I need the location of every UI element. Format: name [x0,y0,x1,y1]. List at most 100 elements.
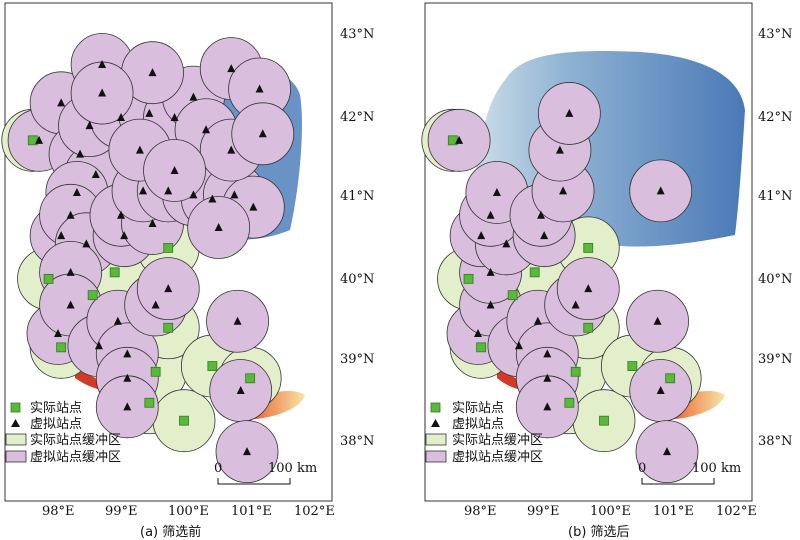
virtual-station-marker [66,267,75,276]
legend-actual-swatch [430,402,441,413]
virtual-station-marker [227,145,236,154]
lat-label: 42°N [340,110,374,125]
panel-b-longitude-labels: 98°E 99°E 100°E 101°E 102°E [464,504,757,519]
virtual-station-marker [98,88,107,97]
panel-a-longitude-labels: 98°E 99°E 100°E 101°E 102°E [42,504,335,519]
lat-label: 39°N [340,352,374,367]
virtual-station-layer [35,60,267,456]
actual-station-layer [27,135,256,426]
legend-virtual-label: 虚拟站点 [452,417,504,432]
legend-actual-buffer-swatch [425,433,447,446]
virtual-station-marker [164,284,173,293]
actual-station-marker [570,366,581,377]
virtual-station-marker [76,149,85,158]
actual-station-marker [627,361,638,371]
virtual-station-marker [243,447,251,456]
lat-label: 38°N [340,434,374,449]
lon-label: 98°E [464,504,497,519]
virtual-station-marker [189,92,198,101]
virtual-station-marker [170,165,179,174]
virtual-station-marker [502,239,511,248]
actual-station-marker [163,322,174,333]
lat-label: 42°N [758,110,792,125]
lat-label: 38°N [758,434,792,449]
virtual-station-marker [656,386,665,395]
virtual-station-marker [57,231,66,240]
scale-bar: 0 100 km [638,461,741,485]
virtual-station-marker [120,231,129,240]
legend-actual-buffer-swatch [5,433,27,446]
actual-station-marker [87,290,98,301]
virtual-station-marker [653,316,662,325]
actual-station-marker [463,273,474,284]
lat-label: 43°N [340,27,374,42]
panel-b-latitude-labels: 43°N 42°N 41°N 40°N 39°N 38°N [758,27,792,449]
virtual-station-marker [135,145,144,154]
scale-bar-start: 0 [214,461,222,476]
virtual-station-marker [543,373,552,382]
actual-station-marker [144,397,155,408]
virtual-station-marker [249,202,258,211]
actual-station-marker [507,290,518,301]
virtual-station-marker [164,186,173,195]
actual-station-marker [583,242,594,253]
scale-bar-end: 100 km [268,461,317,476]
virtual-station-marker [123,402,132,411]
actual-station-layer [447,135,676,426]
lon-label: 99°E [105,504,138,519]
legend-virtual-label: 虚拟站点 [30,417,82,432]
virtual-station-marker [236,386,245,395]
scale-bar-start: 0 [638,461,646,476]
virtual-station-marker [255,84,264,93]
lon-label: 102°E [294,504,335,519]
virtual-station-marker [72,187,81,196]
legend: 实际站点 虚拟站点 实际站点缓冲区 虚拟站点缓冲区 [5,401,121,465]
actual-station-marker [163,242,174,253]
virtual-station-marker [85,121,94,130]
legend-virtual-buffer-swatch [5,450,27,463]
virtual-station-marker [139,186,148,195]
virtual-station-marker [57,98,66,107]
virtual-station-marker [189,190,198,199]
virtual-station-marker [123,373,132,382]
virtual-station-marker [571,300,580,309]
lat-label: 41°N [758,189,792,204]
virtual-station-marker [113,316,122,325]
scale-bar-end: 100 km [692,461,741,476]
legend-actual-buffer-label: 实际站点缓冲区 [30,433,121,448]
legend-actual-label: 实际站点 [30,401,82,416]
virtual-station-marker [565,108,574,117]
legend-actual-label: 实际站点 [452,401,504,416]
virtual-station-marker [91,170,100,179]
legend-virtual-swatch [11,419,20,427]
lat-label: 43°N [758,27,792,42]
lon-label: 100°E [590,504,631,519]
legend-virtual-buffer-label: 虚拟站点缓冲区 [452,450,543,465]
virtual-station-marker [555,145,564,154]
virtual-station-marker [543,402,552,411]
virtual-station-marker [202,125,211,134]
lon-label: 101°E [231,504,272,519]
virtual-station-marker [54,328,62,337]
virtual-station-marker [230,190,239,199]
virtual-station-marker [486,300,495,309]
virtual-station-marker [35,135,44,144]
legend: 实际站点 虚拟站点 实际站点缓冲区 虚拟站点缓冲区 [425,401,543,465]
virtual-station-marker [145,108,154,117]
legend-virtual-swatch [431,419,440,427]
virtual-station-marker [663,447,671,456]
virtual-station-marker [227,64,236,73]
virtual-station-marker [148,68,157,77]
actual-station-marker [43,273,54,284]
lon-label: 98°E [42,504,75,519]
virtual-station-marker [533,316,542,325]
virtual-station-marker [455,135,464,144]
actual-station-marker [150,366,161,377]
lat-label: 40°N [758,272,792,287]
virtual-station-layer [455,108,671,456]
actual-station-marker [56,342,67,353]
actual-station-marker [599,415,609,426]
virtual-station-marker [514,341,523,350]
actual-station-marker [583,322,594,333]
